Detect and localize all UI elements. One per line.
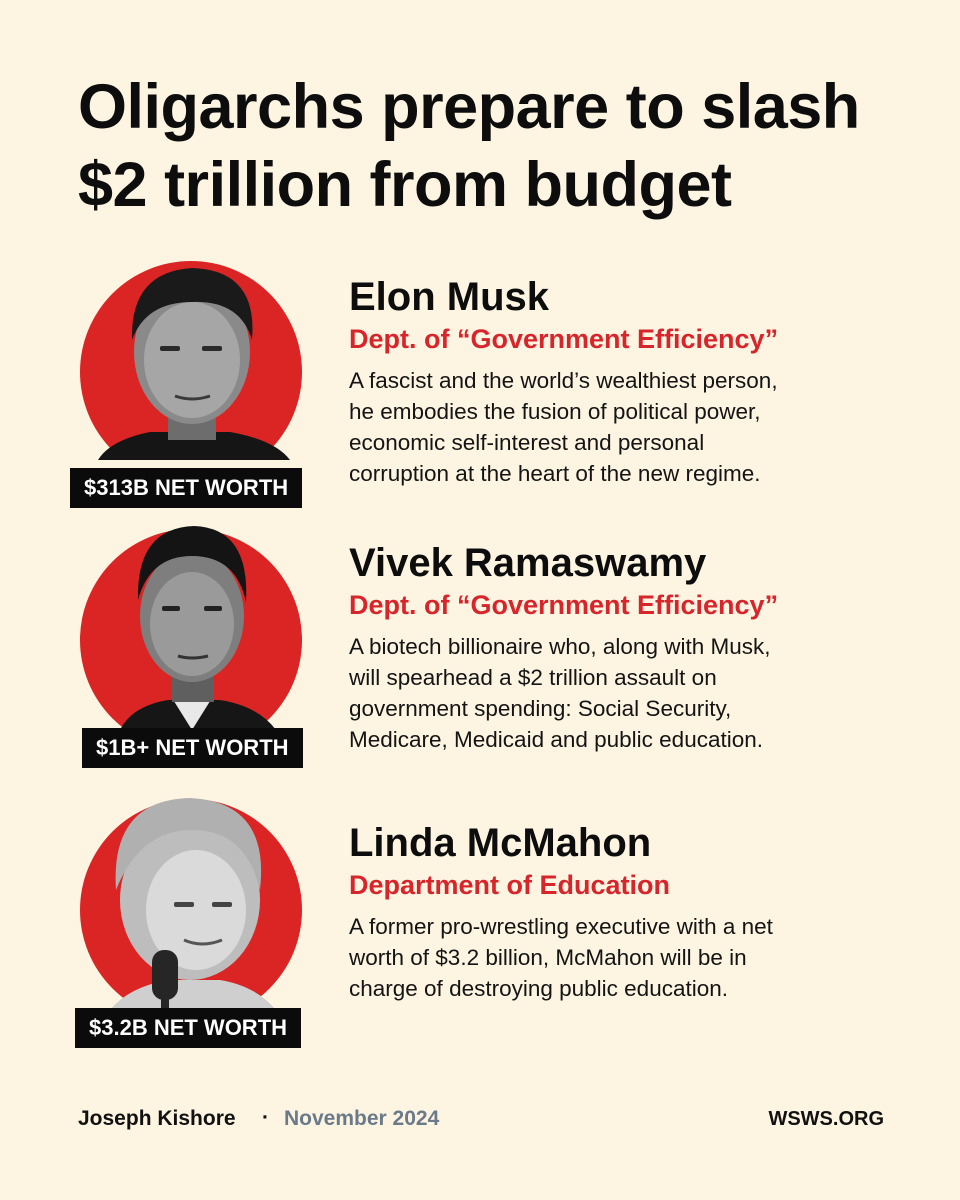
description-line: he embodies the fusion of political powe… [349, 399, 761, 424]
description-line: A fascist and the world’s wealthiest per… [349, 368, 778, 393]
description-line: charge of destroying public education. [349, 976, 728, 1001]
net-worth-badge: $313B NET WORTH [70, 468, 303, 508]
profile-info: Elon Musk Dept. of “Government Efficienc… [349, 274, 929, 489]
description-line: corruption at the heart of the new regim… [349, 461, 761, 486]
portrait-linda-mcmahon [80, 790, 302, 1010]
description-line: Medicare, Medicaid and public education. [349, 727, 763, 752]
description-line: government spending: Social Security, [349, 696, 732, 721]
person-description: A fascist and the world’s wealthiest per… [349, 365, 929, 489]
description-line: A biotech billionaire who, along with Mu… [349, 634, 771, 659]
portrait-photo [80, 798, 302, 1010]
separator-dot: · [262, 1106, 269, 1129]
person-name: Linda McMahon [349, 821, 652, 865]
description-line: worth of $3.2 billion, McMahon will be i… [349, 945, 747, 970]
person-description: A former pro-wrestling executive with a … [349, 911, 929, 1004]
person-description: A biotech billionaire who, along with Mu… [349, 631, 929, 755]
profile-info: Linda McMahon Department of Education A … [349, 820, 929, 1004]
net-worth-badge: $1B+ NET WORTH [82, 728, 303, 768]
publish-date: November 2024 [284, 1107, 440, 1130]
description-line: economic self-interest and personal [349, 430, 705, 455]
headline: Oligarchs prepare to slash $2 trillion f… [78, 68, 928, 224]
portrait-elon-musk [80, 260, 302, 460]
person-name: Vivek Ramaswamy [349, 541, 707, 585]
person-role: Dept. of “Government Efficiency” [349, 590, 779, 620]
profile-info: Vivek Ramaswamy Dept. of “Government Eff… [349, 540, 929, 755]
headline-line-2: $2 trillion from budget [78, 150, 732, 220]
person-role: Department of Education [349, 870, 671, 900]
footer: Joseph Kishore · November 2024 WSWS.ORG [78, 1104, 884, 1134]
net-worth-badge: $3.2B NET WORTH [75, 1008, 302, 1048]
person-role: Dept. of “Government Efficiency” [349, 324, 779, 354]
portrait-photo [80, 526, 302, 730]
headline-line-1: Oligarchs prepare to slash [78, 72, 860, 142]
portrait-photo [80, 261, 302, 460]
author-name: Joseph Kishore [78, 1107, 236, 1130]
person-name: Elon Musk [349, 275, 550, 319]
site-link[interactable]: WSWS.ORG [768, 1108, 884, 1130]
description-line: will spearhead a $2 trillion assault on [349, 665, 717, 690]
description-line: A former pro-wrestling executive with a … [349, 914, 773, 939]
portrait-vivek-ramaswamy [80, 520, 302, 730]
